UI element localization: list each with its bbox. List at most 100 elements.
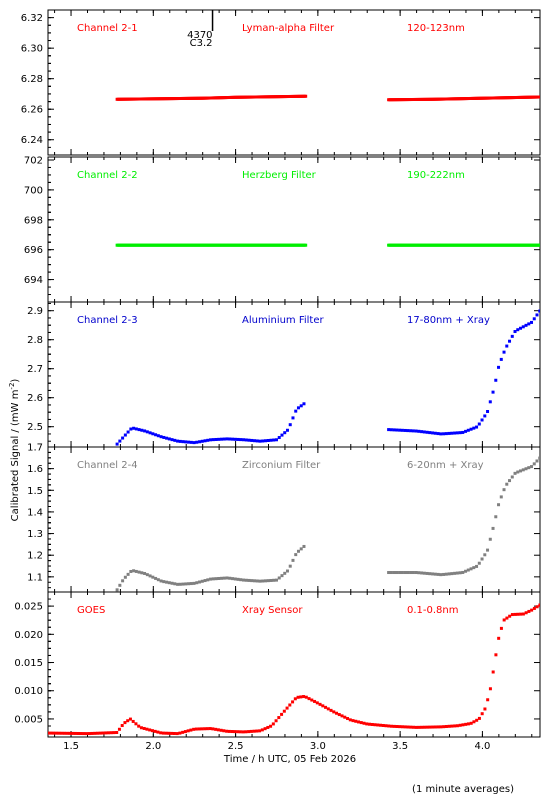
data-point [159, 579, 163, 583]
data-point [167, 731, 171, 735]
data-point [466, 568, 470, 572]
data-point [414, 725, 418, 729]
data-point [283, 431, 287, 435]
panel-filter-label: Lyman-alpha Filter [242, 23, 335, 34]
data-point [151, 575, 155, 579]
data-point [150, 729, 154, 733]
data-point [222, 437, 226, 441]
y-tick-label: 2.9 [27, 306, 43, 317]
data-point [464, 722, 468, 726]
data-point [431, 725, 435, 729]
data-point [189, 728, 193, 732]
data-point [428, 572, 432, 576]
panel-channel-label: Channel 2-2 [77, 170, 138, 181]
data-point [178, 731, 182, 735]
data-point [431, 572, 435, 576]
data-point [225, 437, 229, 441]
y-tick-label: 698 [24, 215, 43, 226]
data-point [516, 470, 520, 474]
data-point [258, 729, 262, 733]
data-point [82, 732, 86, 736]
data-point [497, 503, 501, 507]
data-point [73, 731, 77, 735]
data-point [162, 435, 166, 439]
data-point [519, 612, 523, 616]
data-point [519, 469, 523, 473]
data-point [228, 576, 232, 580]
data-point [211, 438, 215, 442]
data-point [57, 731, 61, 735]
data-point [472, 720, 476, 724]
data-point [530, 465, 534, 469]
data-point [250, 438, 254, 442]
data-point [483, 553, 487, 557]
data-point [477, 561, 481, 565]
data-point [406, 725, 410, 729]
data-point [321, 704, 325, 708]
panel-channel-label: Channel 2-3 [77, 315, 138, 326]
data-point [387, 724, 391, 728]
data-point [48, 731, 50, 735]
data-point [417, 725, 421, 729]
data-point [118, 439, 122, 443]
x-tick-label: 3.5 [392, 741, 408, 752]
data-point [294, 553, 298, 557]
data-point [274, 719, 278, 723]
data-point [439, 573, 443, 577]
data-point [425, 725, 429, 729]
data-point [384, 724, 388, 728]
panel-band-label: 190-222nm [407, 170, 465, 181]
data-point [261, 439, 265, 443]
data-point [68, 731, 72, 735]
data-point [145, 573, 149, 577]
data-point [516, 612, 520, 616]
data-point [502, 618, 506, 622]
data-point [233, 730, 237, 734]
data-point [299, 547, 303, 551]
data-point [535, 605, 539, 609]
data-point [137, 570, 141, 574]
data-point [167, 437, 171, 441]
data-point [178, 582, 182, 586]
data-point [255, 439, 259, 443]
data-point [538, 95, 540, 99]
data-point [411, 429, 415, 433]
data-point [486, 698, 490, 702]
data-point [403, 571, 407, 575]
y-tick-label: 6.24 [21, 135, 43, 146]
data-point [233, 437, 237, 441]
data-point [209, 577, 213, 581]
data-point [453, 724, 457, 728]
data-point [266, 579, 270, 583]
data-point [442, 432, 446, 436]
data-point [398, 428, 402, 432]
data-point [192, 441, 196, 445]
data-point [231, 577, 235, 581]
data-point [288, 423, 292, 427]
data-point [211, 727, 215, 731]
data-point [203, 579, 207, 583]
data-point [291, 700, 295, 704]
data-point [255, 729, 259, 733]
data-point [508, 339, 512, 343]
data-point [271, 722, 275, 726]
data-point [236, 577, 240, 581]
data-point [296, 549, 300, 553]
data-point [499, 357, 503, 361]
data-point [288, 564, 292, 568]
data-point [225, 729, 229, 733]
data-point [387, 428, 391, 432]
data-point [120, 724, 124, 728]
data-point [129, 569, 133, 573]
data-point [389, 428, 393, 432]
data-point [156, 578, 160, 582]
data-point [346, 717, 350, 721]
data-point [428, 725, 432, 729]
data-point [373, 723, 377, 727]
data-point [115, 731, 119, 735]
data-point [140, 428, 144, 432]
data-point [362, 721, 366, 725]
data-point [154, 576, 158, 580]
data-point [98, 731, 102, 735]
